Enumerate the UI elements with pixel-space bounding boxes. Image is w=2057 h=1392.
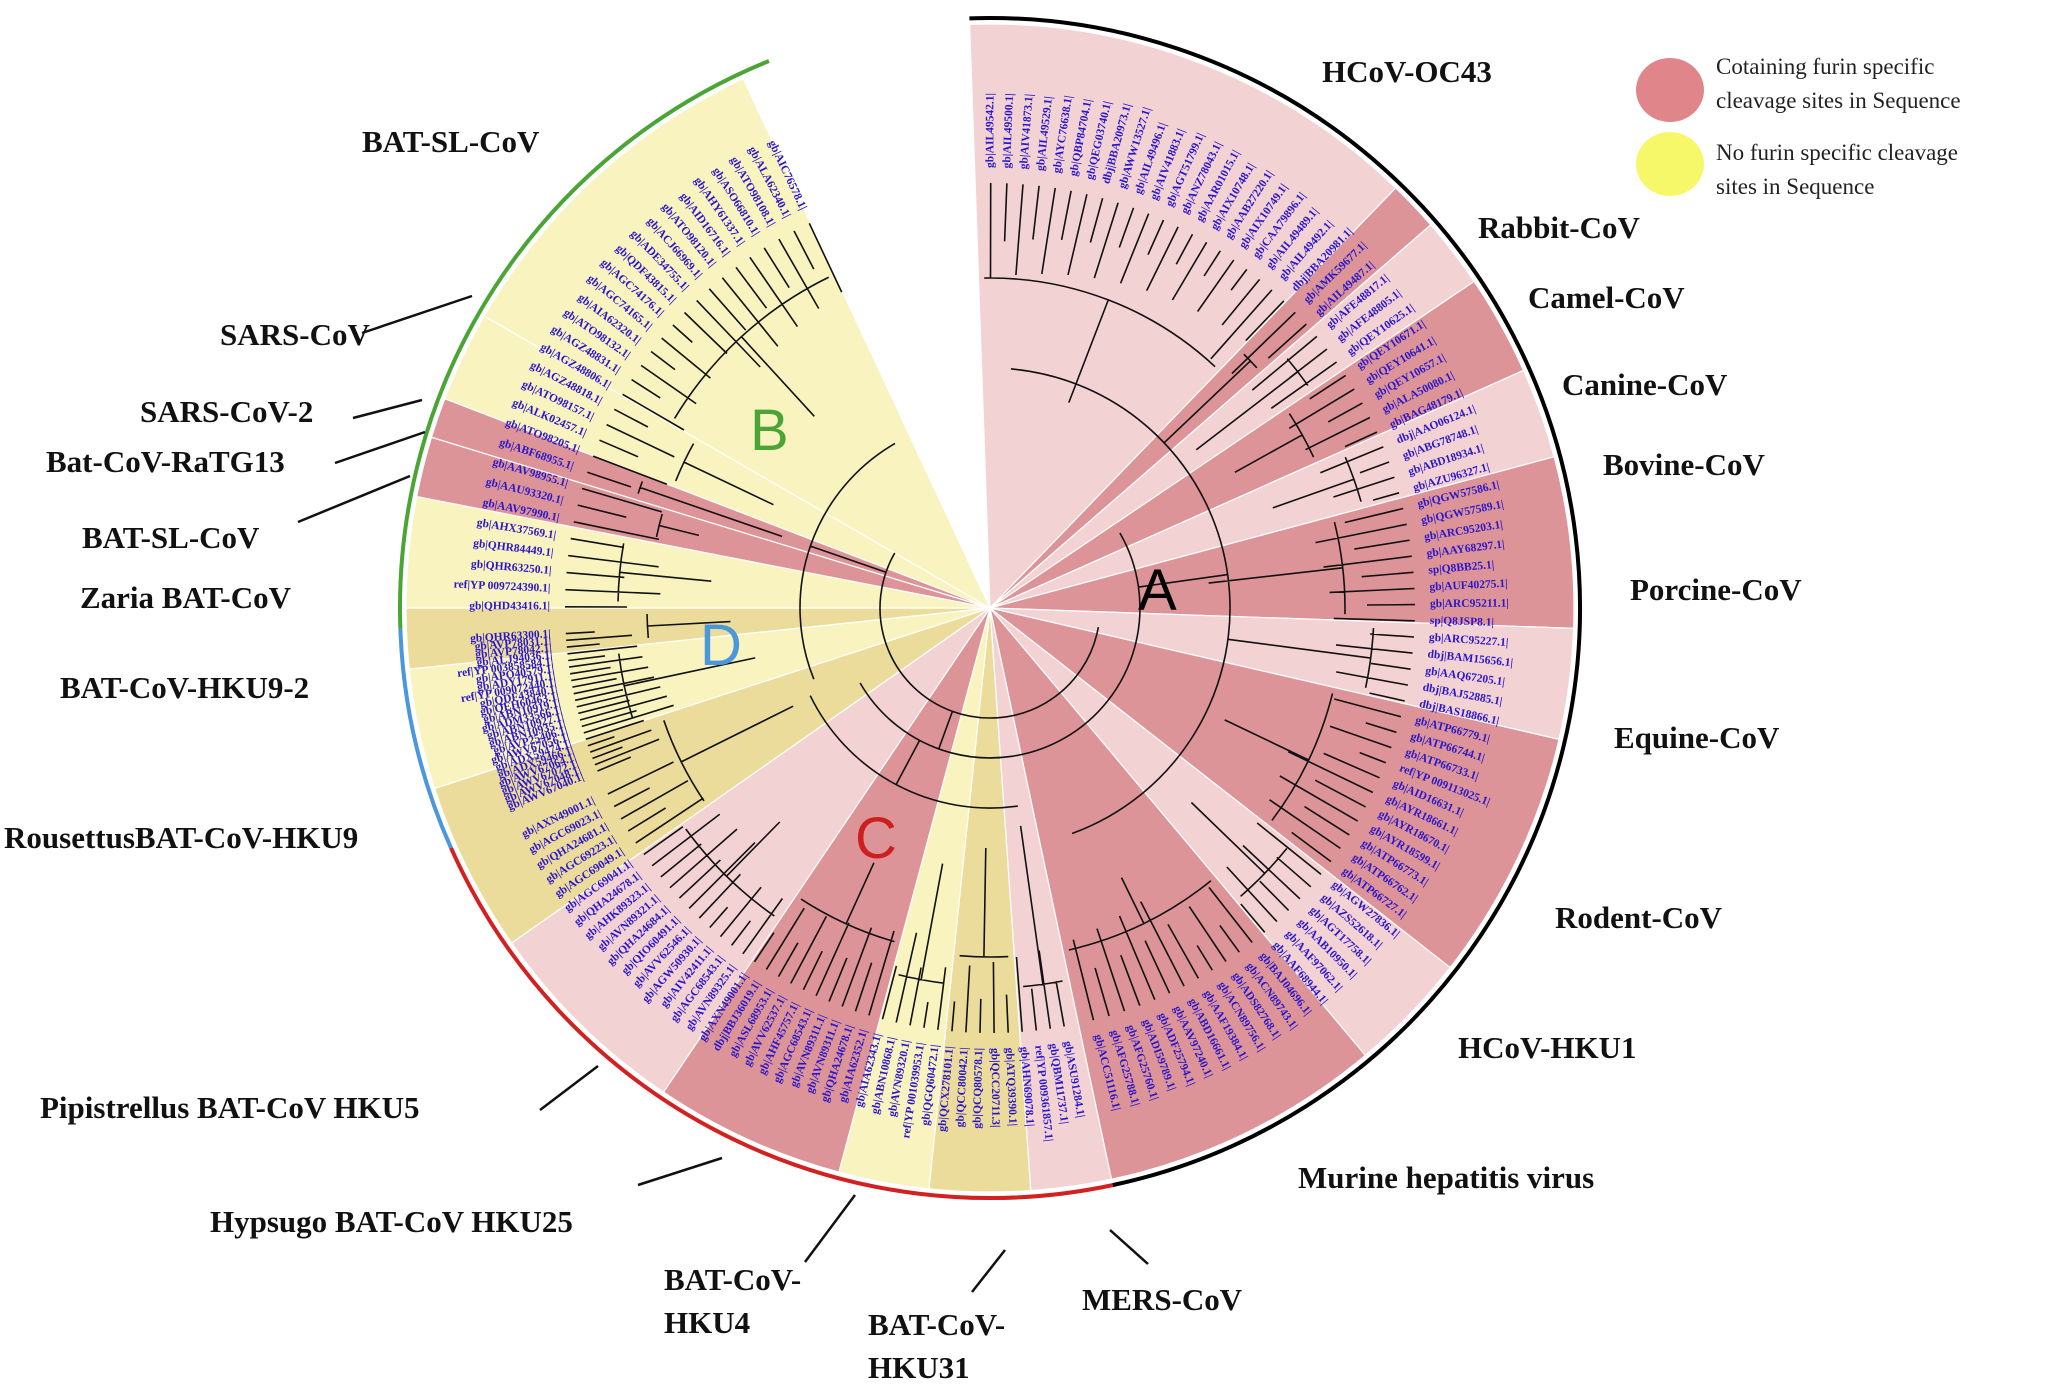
- clade-d-label: D: [700, 613, 742, 678]
- group-label-hku25: Hypsugo BAT-CoV HKU25: [210, 1204, 573, 1239]
- sector-hku5: [510, 607, 991, 1093]
- legend-text-no-furin-line1: No furin specific cleavage: [1716, 140, 1958, 165]
- legend-swatch-furin: [1636, 58, 1704, 122]
- accession-label: gb|AIL49542.1|: [984, 93, 996, 168]
- leader-line-hku5: [539, 1065, 599, 1111]
- ring-clade-d: [398, 628, 453, 849]
- sector-rodent: [989, 607, 1560, 969]
- group-label-hcov-hku1: HCoV-HKU1: [1458, 1030, 1637, 1065]
- group-label-bat-sl-cov-lower: BAT-SL-CoV: [82, 520, 260, 555]
- group-label-equine-cov: Equine-CoV: [1614, 720, 1780, 755]
- accession-label: gb|ARC95211.1|: [1430, 598, 1509, 611]
- clade-c-label: C: [855, 806, 897, 871]
- accession-label: gb|AIV41873.1|: [1018, 93, 1036, 169]
- group-label-sars-cov: SARS-CoV: [220, 317, 370, 352]
- sector-rousettus: [433, 607, 991, 944]
- leader-line-hku25: [637, 1156, 723, 1187]
- group-label-hku31-line1: BAT-CoV-: [868, 1307, 1005, 1342]
- accession-label: gb|QHR63300.1|: [470, 628, 551, 645]
- group-label-porcine-cov: Porcine-CoV: [1630, 572, 1802, 607]
- group-label-hku5: Pipistrellus BAT-CoV HKU5: [40, 1090, 420, 1125]
- accession-label: sp|Q8BB25.1|: [1428, 559, 1495, 577]
- accession-label: gb|QHD43416.1|: [469, 600, 550, 612]
- legend: Cotaining furin specific cleavage sites …: [1636, 54, 1961, 199]
- leader-line-mers: [1109, 1229, 1149, 1265]
- group-label-camel-cov: Camel-CoV: [1528, 280, 1685, 315]
- group-label-rabbit-cov: Rabbit-CoV: [1478, 210, 1641, 245]
- legend-swatch-no-furin: [1636, 132, 1704, 196]
- leader-line-ratg13: [334, 430, 426, 465]
- group-label-bovine-cov: Bovine-CoV: [1603, 447, 1766, 482]
- group-label-bat-sl-cov-top: BAT-SL-CoV: [362, 124, 540, 159]
- sector-murine: [989, 607, 1367, 1180]
- sector-hcov-oc43: [968, 23, 1397, 610]
- clade-b-label: B: [750, 398, 789, 463]
- group-label-sars-cov-2: SARS-CoV-2: [140, 394, 313, 429]
- group-label-hku4-line1: BAT-CoV-: [664, 1262, 801, 1297]
- group-label-mers-cov: MERS-CoV: [1082, 1282, 1243, 1317]
- group-label-hku4-line2: HKU4: [664, 1305, 750, 1340]
- accession-label: gb|QCC80042.1|: [954, 1047, 971, 1128]
- accession-label: gb|AVP78031.1|: [474, 635, 551, 653]
- group-label-rodent-cov: Rodent-CoV: [1555, 900, 1723, 935]
- legend-text-no-furin-line2: sites in Sequence: [1716, 174, 1874, 199]
- accession-label: gb|ATQ39390.1|: [1003, 1047, 1018, 1126]
- legend-text-furin-line2: cleavage sites in Sequence: [1716, 88, 1961, 113]
- leader-line-bat-sl-lower: [297, 474, 411, 524]
- branch-path: [564, 182, 1416, 1034]
- label-leader-lines: [297, 294, 1149, 1293]
- accession-label: gb|AIL49500.1|: [1001, 93, 1016, 168]
- ring-clade-a: [969, 15, 1583, 1188]
- leader-line-hku31: [971, 1249, 1006, 1293]
- accession-label: sp|Q8JSP8.1|: [1430, 615, 1495, 629]
- leader-line-sars-cov-2: [352, 398, 423, 420]
- group-label-rousettus: RousettusBAT-CoV-HKU9: [4, 820, 358, 855]
- group-label-murine: Murine hepatitis virus: [1298, 1160, 1594, 1195]
- accession-label: ref|YP 009724390.1|: [453, 579, 550, 595]
- group-label-canine-cov: Canine-CoV: [1562, 367, 1728, 402]
- accession-label: gb|ARC95227.1|: [1429, 632, 1509, 649]
- accession-label: gb|AUF40275.1|: [1429, 578, 1508, 594]
- clade-a-label: A: [1138, 558, 1177, 623]
- group-label-hku9-2: BAT-CoV-HKU9-2: [60, 670, 309, 705]
- group-label-ratg13: Bat-CoV-RaTG13: [46, 444, 285, 479]
- group-label-hcov-oc43: HCoV-OC43: [1322, 54, 1492, 89]
- clade-sector-shading: [405, 23, 1575, 1193]
- leader-line-sars-cov: [361, 294, 473, 335]
- ring-clade-b: [398, 59, 770, 629]
- accession-label: gb|QCC20711.3|: [989, 1048, 1002, 1128]
- tree-branches: [564, 182, 1416, 1034]
- leader-line-hku4: [803, 1194, 857, 1263]
- legend-text-furin-line1: Cotaining furin specific: [1716, 54, 1934, 79]
- group-label-zaria: Zaria BAT-CoV: [80, 580, 292, 615]
- group-label-hku31-line2: HKU31: [868, 1350, 970, 1385]
- sector-hku25: [662, 607, 991, 1173]
- ring-clade-c: [449, 847, 1114, 1200]
- outer-arc-rings: [398, 15, 1583, 1200]
- sector-porcine: [989, 456, 1575, 630]
- accession-label: gb|QCQ80578.1|: [971, 1048, 985, 1129]
